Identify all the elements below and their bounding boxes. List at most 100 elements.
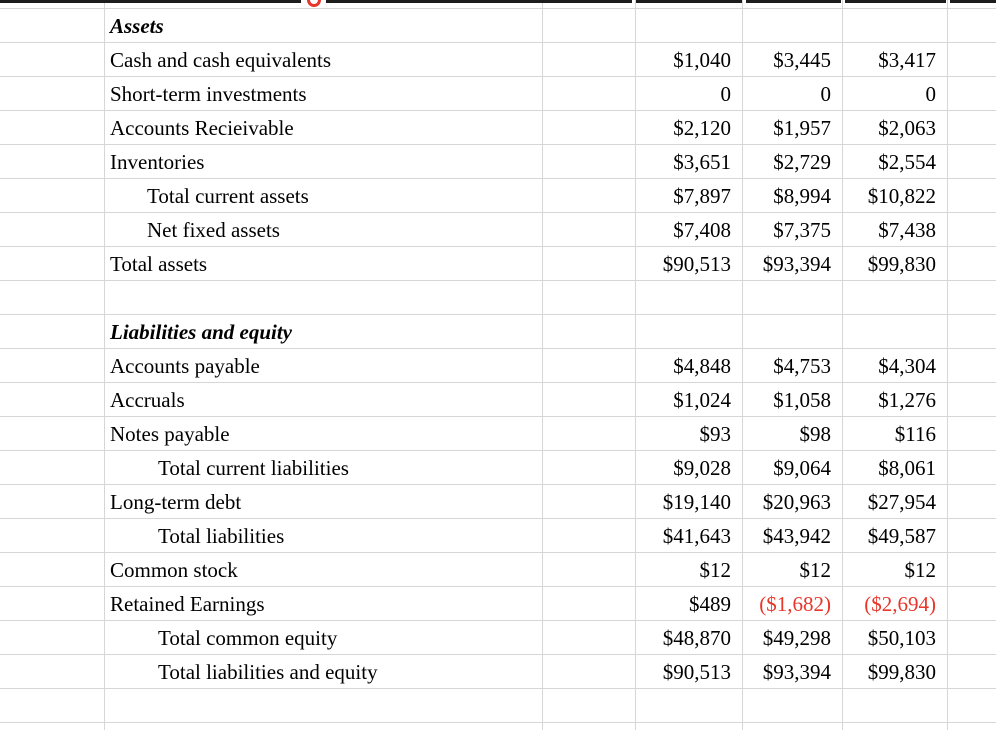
cell-value-year1[interactable]: $7,897 (636, 179, 743, 213)
cell-col-g[interactable] (948, 179, 996, 213)
cell-spacer[interactable] (543, 43, 636, 77)
cell-spacer[interactable] (543, 77, 636, 111)
cell-value-year1[interactable] (636, 281, 743, 315)
cell-value-year1[interactable]: $19,140 (636, 485, 743, 519)
cell-col-a[interactable] (0, 213, 105, 247)
cell-value-year2[interactable]: $93,394 (743, 247, 843, 281)
cell-col-g[interactable] (948, 111, 996, 145)
cell-value-year3[interactable]: $12 (843, 553, 948, 587)
cell-value-year2[interactable]: $2,729 (743, 145, 843, 179)
cell-value-year1[interactable] (636, 0, 743, 9)
cell-label[interactable]: Total current liabilities (105, 451, 543, 485)
cell-col-a[interactable] (0, 553, 105, 587)
cell-value-year1[interactable]: $2,120 (636, 111, 743, 145)
cell-col-a[interactable] (0, 111, 105, 145)
cell-value-year2[interactable]: $8,994 (743, 179, 843, 213)
cell-label[interactable]: Inventories (105, 145, 543, 179)
cell-value-year2[interactable]: $49,298 (743, 621, 843, 655)
cell-label[interactable] (105, 0, 543, 9)
cell-value-year3[interactable]: $2,063 (843, 111, 948, 145)
cell-value-year1[interactable]: $1,040 (636, 43, 743, 77)
cell-value-year2[interactable]: $4,753 (743, 349, 843, 383)
cell-col-a[interactable] (0, 519, 105, 553)
cell-value-year3[interactable]: $27,954 (843, 485, 948, 519)
cell-col-a[interactable] (0, 145, 105, 179)
cell-value-year1[interactable]: $90,513 (636, 655, 743, 689)
cell-col-g[interactable] (948, 587, 996, 621)
cell-label[interactable]: Notes payable (105, 417, 543, 451)
cell-label[interactable] (105, 689, 543, 723)
cell-value-year2[interactable] (743, 689, 843, 723)
cell-label[interactable]: Long-term debt (105, 485, 543, 519)
cell-label[interactable]: Accruals (105, 383, 543, 417)
cell-spacer[interactable] (543, 0, 636, 9)
cell-value-year3[interactable]: $49,587 (843, 519, 948, 553)
cell-value-year1[interactable] (636, 689, 743, 723)
cell-value-year1[interactable] (636, 9, 743, 43)
cell-value-year2[interactable] (743, 0, 843, 9)
cell-col-a[interactable] (0, 485, 105, 519)
cell-value-year2[interactable] (743, 315, 843, 349)
cell-spacer[interactable] (543, 621, 636, 655)
cell-value-year2[interactable]: $3,445 (743, 43, 843, 77)
cell-value-year2[interactable]: $98 (743, 417, 843, 451)
cell-spacer[interactable] (543, 145, 636, 179)
cell-value-year3[interactable]: $4,304 (843, 349, 948, 383)
cell-col-a[interactable] (0, 451, 105, 485)
cell-value-year3[interactable]: 0 (843, 77, 948, 111)
cell-value-year1[interactable]: $12 (636, 553, 743, 587)
cell-col-g[interactable] (948, 655, 996, 689)
cell-value-year3[interactable] (843, 281, 948, 315)
cell-col-a[interactable] (0, 43, 105, 77)
cell-label[interactable]: Total common equity (105, 621, 543, 655)
cell-label[interactable] (105, 723, 543, 730)
cell-label[interactable]: Assets (105, 9, 543, 43)
cell-value-year3[interactable]: ($2,694) (843, 587, 948, 621)
cell-col-a[interactable] (0, 621, 105, 655)
cell-col-a[interactable] (0, 587, 105, 621)
cell-value-year3[interactable]: $1,276 (843, 383, 948, 417)
cell-col-g[interactable] (948, 9, 996, 43)
cell-col-a[interactable] (0, 723, 105, 730)
cell-value-year2[interactable]: 0 (743, 77, 843, 111)
cell-spacer[interactable] (543, 417, 636, 451)
cell-col-g[interactable] (948, 383, 996, 417)
cell-spacer[interactable] (543, 383, 636, 417)
cell-value-year3[interactable]: $2,554 (843, 145, 948, 179)
cell-spacer[interactable] (543, 519, 636, 553)
cell-value-year3[interactable]: $3,417 (843, 43, 948, 77)
cell-col-g[interactable] (948, 451, 996, 485)
cell-value-year2[interactable]: $1,058 (743, 383, 843, 417)
cell-spacer[interactable] (543, 179, 636, 213)
cell-col-g[interactable] (948, 689, 996, 723)
cell-label[interactable]: Total liabilities and equity (105, 655, 543, 689)
cell-label[interactable] (105, 281, 543, 315)
cell-value-year2[interactable]: $1,957 (743, 111, 843, 145)
cell-col-g[interactable] (948, 0, 996, 9)
cell-col-a[interactable] (0, 655, 105, 689)
cell-col-g[interactable] (948, 553, 996, 587)
cell-value-year3[interactable]: $116 (843, 417, 948, 451)
cell-label[interactable]: Total current assets (105, 179, 543, 213)
cell-value-year1[interactable] (636, 723, 743, 730)
cell-label[interactable]: Total liabilities (105, 519, 543, 553)
cell-value-year2[interactable]: ($1,682) (743, 587, 843, 621)
cell-label[interactable]: Net fixed assets (105, 213, 543, 247)
cell-value-year1[interactable]: $90,513 (636, 247, 743, 281)
cell-label[interactable]: Cash and cash equivalents (105, 43, 543, 77)
cell-spacer[interactable] (543, 213, 636, 247)
cell-col-a[interactable] (0, 689, 105, 723)
cell-label[interactable]: Liabilities and equity (105, 315, 543, 349)
cell-col-a[interactable] (0, 417, 105, 451)
cell-spacer[interactable] (543, 723, 636, 730)
cell-spacer[interactable] (543, 485, 636, 519)
cell-label[interactable]: Short-term investments (105, 77, 543, 111)
cell-col-g[interactable] (948, 315, 996, 349)
cell-value-year1[interactable]: $9,028 (636, 451, 743, 485)
cell-value-year1[interactable]: 0 (636, 77, 743, 111)
cell-value-year3[interactable] (843, 689, 948, 723)
cell-label[interactable]: Total assets (105, 247, 543, 281)
cell-value-year3[interactable] (843, 0, 948, 9)
cell-spacer[interactable] (543, 281, 636, 315)
cell-col-g[interactable] (948, 281, 996, 315)
